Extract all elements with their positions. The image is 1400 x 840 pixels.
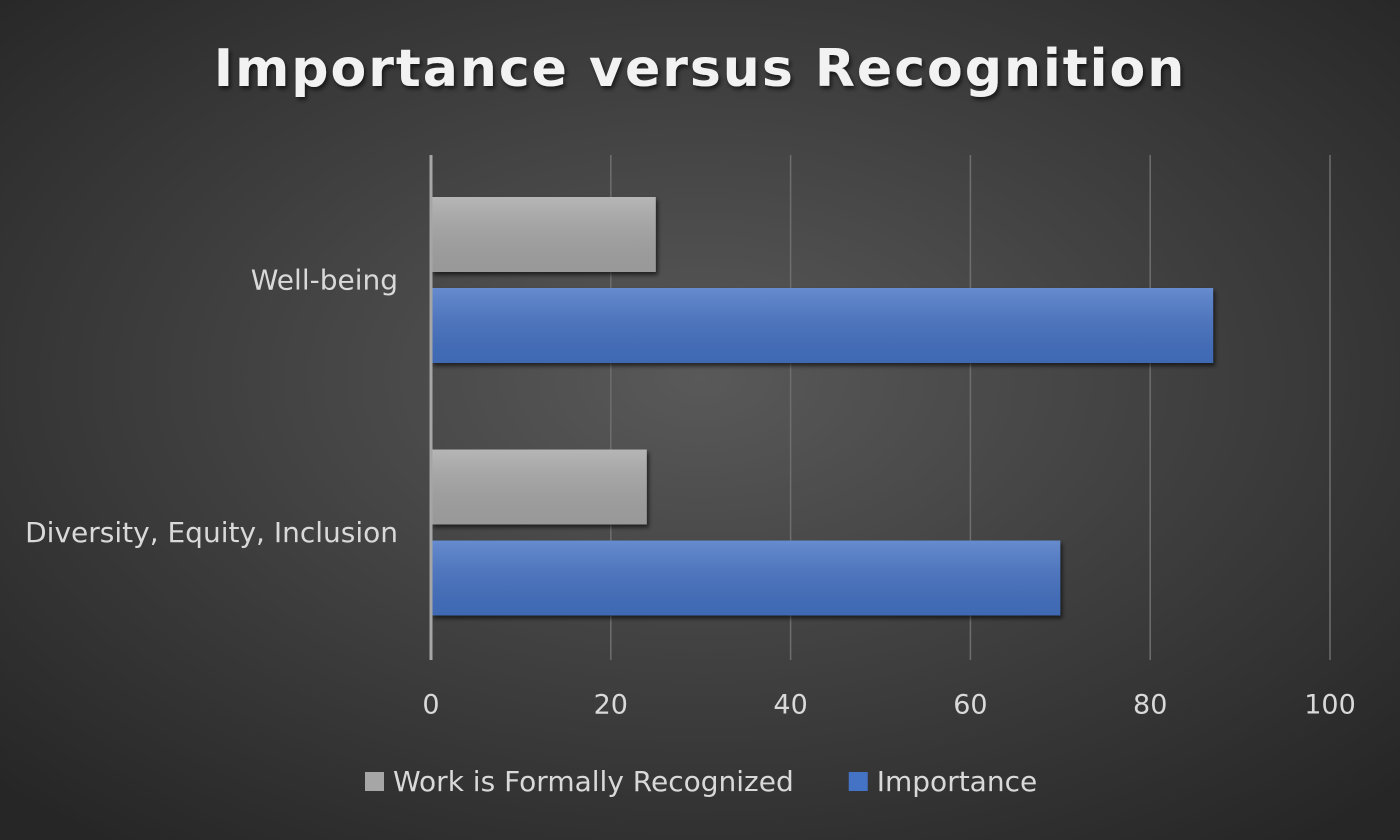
legend-swatch [848,772,868,791]
x-tick-label: 40 [773,690,807,721]
y-tick-label: Diversity, Equity, Inclusion [25,516,398,549]
legend-swatch [365,772,384,791]
x-tick-label: 80 [1133,690,1167,721]
chart-title: Importance versus Recognition [214,39,1186,99]
y-tick-label: Well-being [251,263,398,296]
x-tick-label: 0 [422,690,439,721]
bar-shade [431,449,647,525]
bar-shade [431,540,1061,616]
bar-shade [431,288,1214,363]
x-tick-label: 20 [594,690,628,721]
x-tick-label: 60 [953,690,987,721]
legend-label: Work is Formally Recognized [393,765,794,798]
bar-shade [431,197,656,272]
x-tick-label: 100 [1304,690,1356,721]
legend-label: Importance [877,765,1037,798]
